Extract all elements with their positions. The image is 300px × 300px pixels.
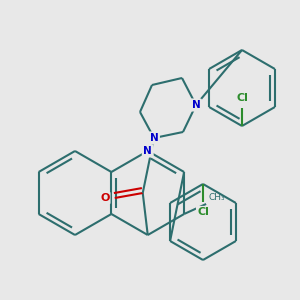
Text: CH₃: CH₃: [208, 193, 225, 202]
Text: N: N: [192, 100, 200, 110]
Text: N: N: [150, 133, 158, 143]
Text: N: N: [143, 146, 152, 156]
Text: O: O: [100, 193, 110, 203]
Text: Cl: Cl: [197, 207, 209, 217]
Text: Cl: Cl: [236, 93, 248, 103]
